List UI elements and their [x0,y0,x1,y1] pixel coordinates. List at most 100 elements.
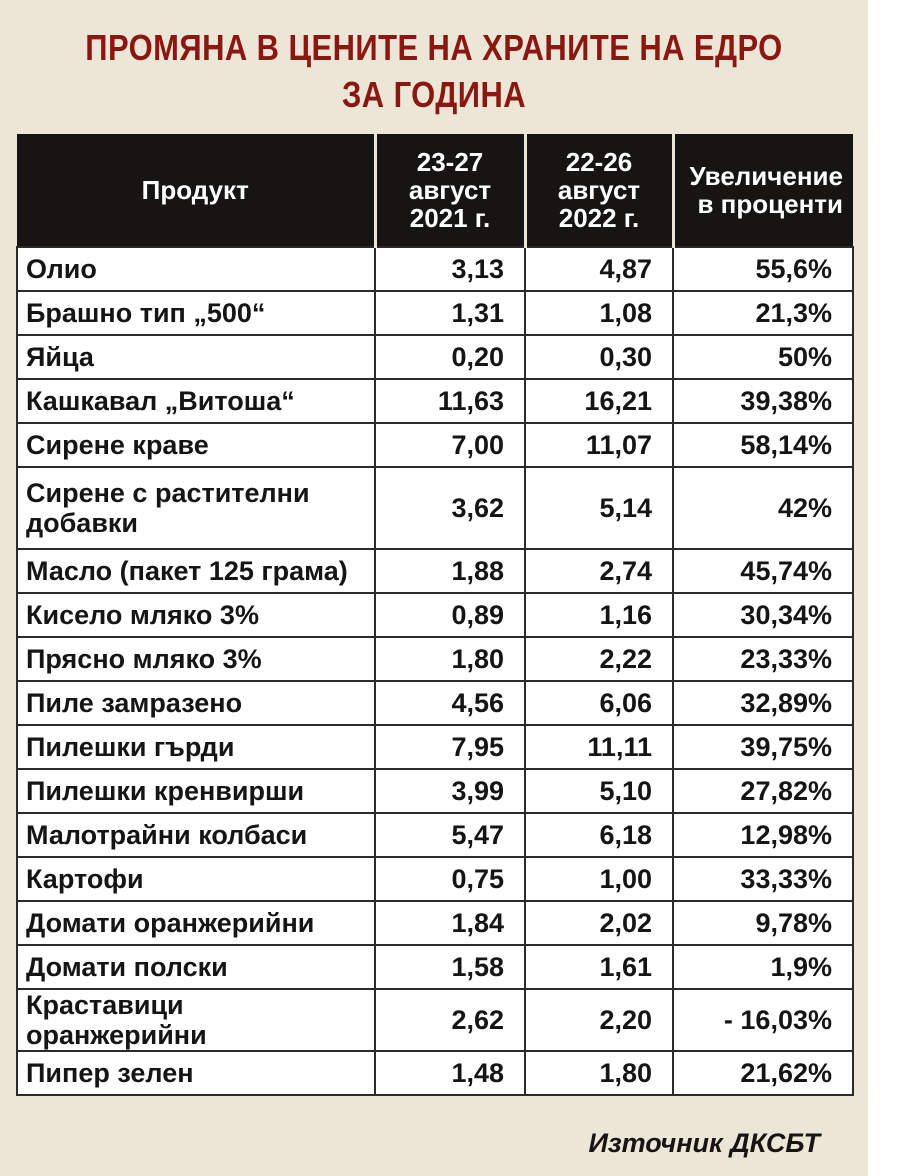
price-2022: 4,87 [524,246,674,292]
price-2021: 0,75 [374,856,526,902]
price-2021: 3,99 [374,768,526,814]
increase-percent: - 16,03% [672,988,854,1052]
header-period-2021: 23-27 август 2021 г. [373,134,525,247]
price-2021: 0,89 [374,592,526,638]
price-table: Продукт 23-27 август 2021 г. 22-26 авгус… [16,134,854,1096]
table-row: Домати полски 1,58 1,61 1,9% [16,944,854,990]
increase-percent: 50% [672,334,854,380]
increase-percent: 21,3% [672,290,854,336]
price-2021: 4,56 [374,680,526,726]
header-increase-line: Увеличение [689,161,844,191]
price-2021: 0,20 [374,334,526,380]
price-2021: 11,63 [374,378,526,424]
product-name: Масло (пакет 125 грама) [16,548,376,594]
price-2022: 2,22 [524,636,674,682]
table-row: Пипер зелен 1,48 1,80 21,62% [16,1050,854,1096]
price-2021: 3,13 [374,246,526,292]
product-name: Пилешки гърди [16,724,376,770]
header-increase: Увеличение в проценти [671,134,853,247]
increase-percent: 33,33% [672,856,854,902]
product-name: Краставици оранжерийни [16,988,376,1052]
product-name: Яйца [16,334,376,380]
product-name: Пипер зелен [16,1050,376,1096]
table-row: Сирене краве 7,00 11,07 58,14% [16,422,854,468]
table-row: Яйца 0,20 0,30 50% [16,334,854,380]
price-2022: 2,02 [524,900,674,946]
price-2021: 1,58 [374,944,526,990]
price-2021: 2,62 [374,988,526,1052]
product-name: Кисело мляко 3% [16,592,376,638]
price-2021: 1,84 [374,900,526,946]
header-period-2022: 22-26 август 2022 г. [523,134,673,247]
price-2021: 1,88 [374,548,526,594]
header-period-2021-line: 23-27 [416,147,484,177]
increase-percent: 32,89% [672,680,854,726]
price-2022: 11,07 [524,422,674,468]
table-row: Пилешки гърди 7,95 11,11 39,75% [16,724,854,770]
table-row: Прясно мляко 3% 1,80 2,22 23,33% [16,636,854,682]
product-name: Малотрайни колбаси [16,812,376,858]
increase-percent: 42% [672,466,854,550]
price-2022: 11,11 [524,724,674,770]
price-2022: 1,08 [524,290,674,336]
increase-percent: 58,14% [672,422,854,468]
product-name: Домати оранжерийни [16,900,376,946]
product-name: Кашкавал „Витоша“ [16,378,376,424]
price-2021: 1,80 [374,636,526,682]
increase-percent: 12,98% [672,812,854,858]
product-name: Олио [16,246,376,292]
price-2021: 7,00 [374,422,526,468]
price-2021: 1,31 [374,290,526,336]
price-2022: 0,30 [524,334,674,380]
increase-percent: 21,62% [672,1050,854,1096]
price-2022: 6,18 [524,812,674,858]
price-2022: 16,21 [524,378,674,424]
increase-percent: 55,6% [672,246,854,292]
price-2022: 1,00 [524,856,674,902]
price-2022: 1,80 [524,1050,674,1096]
price-2022: 5,10 [524,768,674,814]
table-row: Масло (пакет 125 грама) 1,88 2,74 45,74% [16,548,854,594]
price-2022: 1,16 [524,592,674,638]
table-row: Домати оранжерийни 1,84 2,02 9,78% [16,900,854,946]
increase-percent: 39,38% [672,378,854,424]
product-name: Пиле замразено [16,680,376,726]
table-row: Кисело мляко 3% 0,89 1,16 30,34% [16,592,854,638]
title-line-1: ПРОМЯНА В ЦЕНИТЕ НА ХРАНИТЕ НА ЕДРО [85,27,783,68]
price-2021: 7,95 [374,724,526,770]
header-period-2022-line: 22-26 [565,147,633,177]
product-name: Домати полски [16,944,376,990]
header-period-2021-line: 2021 г. [409,203,491,233]
price-2022: 2,74 [524,548,674,594]
price-2022: 2,20 [524,988,674,1052]
source-credit: Източник ДКСБТ [588,1128,820,1158]
table-row: Олио 3,13 4,87 55,6% [16,246,854,292]
table-row: Малотрайни колбаси 5,47 6,18 12,98% [16,812,854,858]
increase-percent: 27,82% [672,768,854,814]
product-name: Пилешки кренвирши [16,768,376,814]
increase-percent: 1,9% [672,944,854,990]
product-name: Сирене с растителни добавки [16,466,376,550]
product-name: Сирене краве [16,422,376,468]
table-row: Сирене с растителни добавки 3,62 5,14 42… [16,466,854,550]
table-row: Кашкавал „Витоша“ 11,63 16,21 39,38% [16,378,854,424]
table-row: Картофи 0,75 1,00 33,33% [16,856,854,902]
title-line-2: ЗА ГОДИНА [341,74,527,115]
header-period-2022-line: 2022 г. [558,203,640,233]
product-name: Прясно мляко 3% [16,636,376,682]
price-2022: 5,14 [524,466,674,550]
price-2022: 1,61 [524,944,674,990]
table-row: Пиле замразено 4,56 6,06 32,89% [16,680,854,726]
increase-percent: 9,78% [672,900,854,946]
table-row: Краставици оранжерийни 2,62 2,20 - 16,03… [16,988,854,1052]
header-product: Продукт [17,134,375,247]
price-2021: 5,47 [374,812,526,858]
page-title: ПРОМЯНА В ЦЕНИТЕ НА ХРАНИТЕ НА ЕДРО ЗА Г… [61,24,807,118]
price-2022: 6,06 [524,680,674,726]
increase-percent: 45,74% [672,548,854,594]
product-name: Брашно тип „500“ [16,290,376,336]
header-period-2022-line: август [557,175,641,205]
header-period-2021-line: август [408,175,492,205]
infographic: ПРОМЯНА В ЦЕНИТЕ НА ХРАНИТЕ НА ЕДРО ЗА Г… [0,0,868,1176]
increase-percent: 39,75% [672,724,854,770]
